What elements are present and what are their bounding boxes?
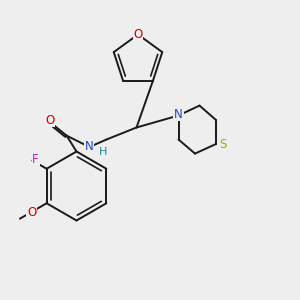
Text: O: O bbox=[27, 206, 36, 219]
Text: N: N bbox=[174, 107, 183, 121]
Text: S: S bbox=[219, 137, 226, 151]
Text: N: N bbox=[85, 140, 94, 154]
Text: O: O bbox=[134, 28, 142, 41]
Text: O: O bbox=[45, 113, 54, 127]
Text: F: F bbox=[32, 153, 39, 167]
Text: H: H bbox=[99, 147, 107, 157]
